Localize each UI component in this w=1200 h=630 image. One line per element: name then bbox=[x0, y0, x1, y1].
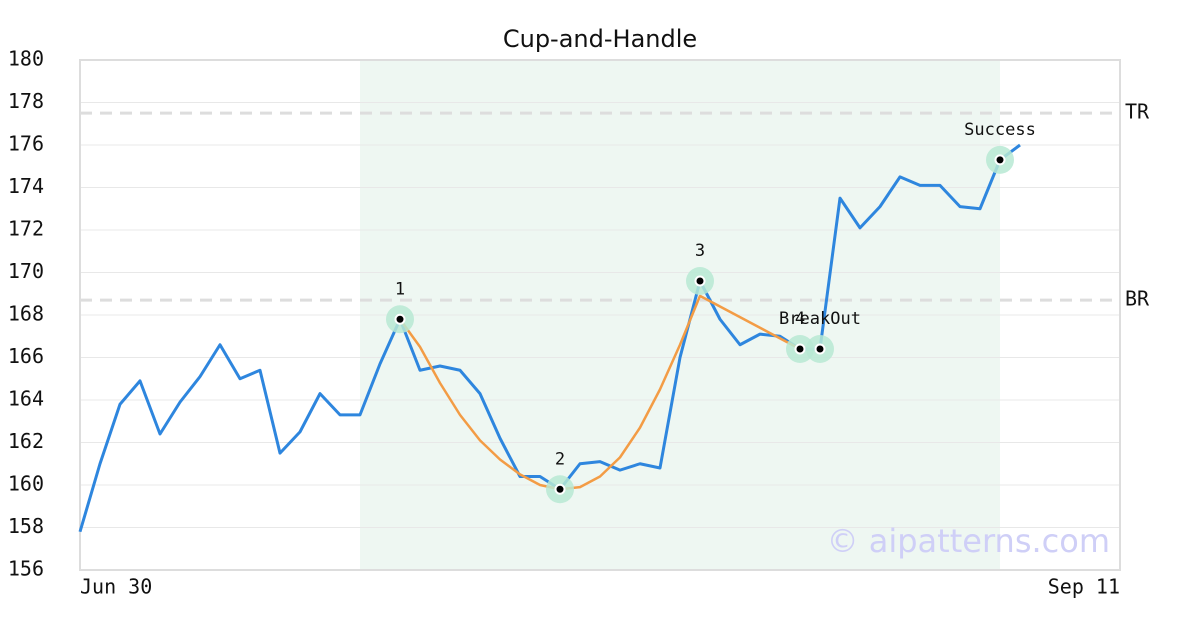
fit-line bbox=[398, 294, 801, 491]
y-tick-label: 170 bbox=[8, 259, 44, 283]
y-tick-label: 156 bbox=[8, 557, 44, 581]
level-label: BR bbox=[1125, 287, 1150, 311]
point-dot bbox=[814, 343, 826, 355]
watermark: © aipatterns.com bbox=[827, 522, 1110, 560]
point-label: 2 bbox=[555, 449, 565, 469]
y-tick-label: 162 bbox=[8, 429, 44, 453]
y-tick-label: 168 bbox=[8, 302, 44, 326]
y-tick-label: 180 bbox=[8, 47, 44, 71]
point-dot bbox=[794, 343, 806, 355]
point-label: 3 bbox=[695, 241, 705, 261]
y-tick-label: 174 bbox=[8, 174, 44, 198]
chart-title: Cup-and-Handle bbox=[503, 25, 697, 53]
y-tick-label: 164 bbox=[8, 387, 44, 411]
y-tick-label: 176 bbox=[8, 132, 44, 156]
level-label: TR bbox=[1125, 100, 1150, 124]
point-label: BreakOut bbox=[779, 309, 861, 329]
x-tick-label: Jun 30 bbox=[80, 575, 152, 599]
point-label: 1 bbox=[395, 279, 405, 299]
x-tick-label: Sep 11 bbox=[1048, 575, 1120, 599]
y-tick-label: 160 bbox=[8, 472, 44, 496]
y-tick-label: 178 bbox=[8, 89, 44, 113]
y-tick-label: 172 bbox=[8, 217, 44, 241]
plot-frame bbox=[79, 59, 1121, 571]
y-tick-label: 166 bbox=[8, 344, 44, 368]
point-dot bbox=[994, 154, 1006, 166]
point-label: 4 bbox=[795, 309, 805, 329]
point-dot bbox=[554, 483, 566, 495]
point-dot bbox=[694, 275, 706, 287]
point-dot bbox=[394, 313, 406, 325]
point-label: Success bbox=[964, 120, 1036, 140]
y-tick-label: 158 bbox=[8, 514, 44, 538]
